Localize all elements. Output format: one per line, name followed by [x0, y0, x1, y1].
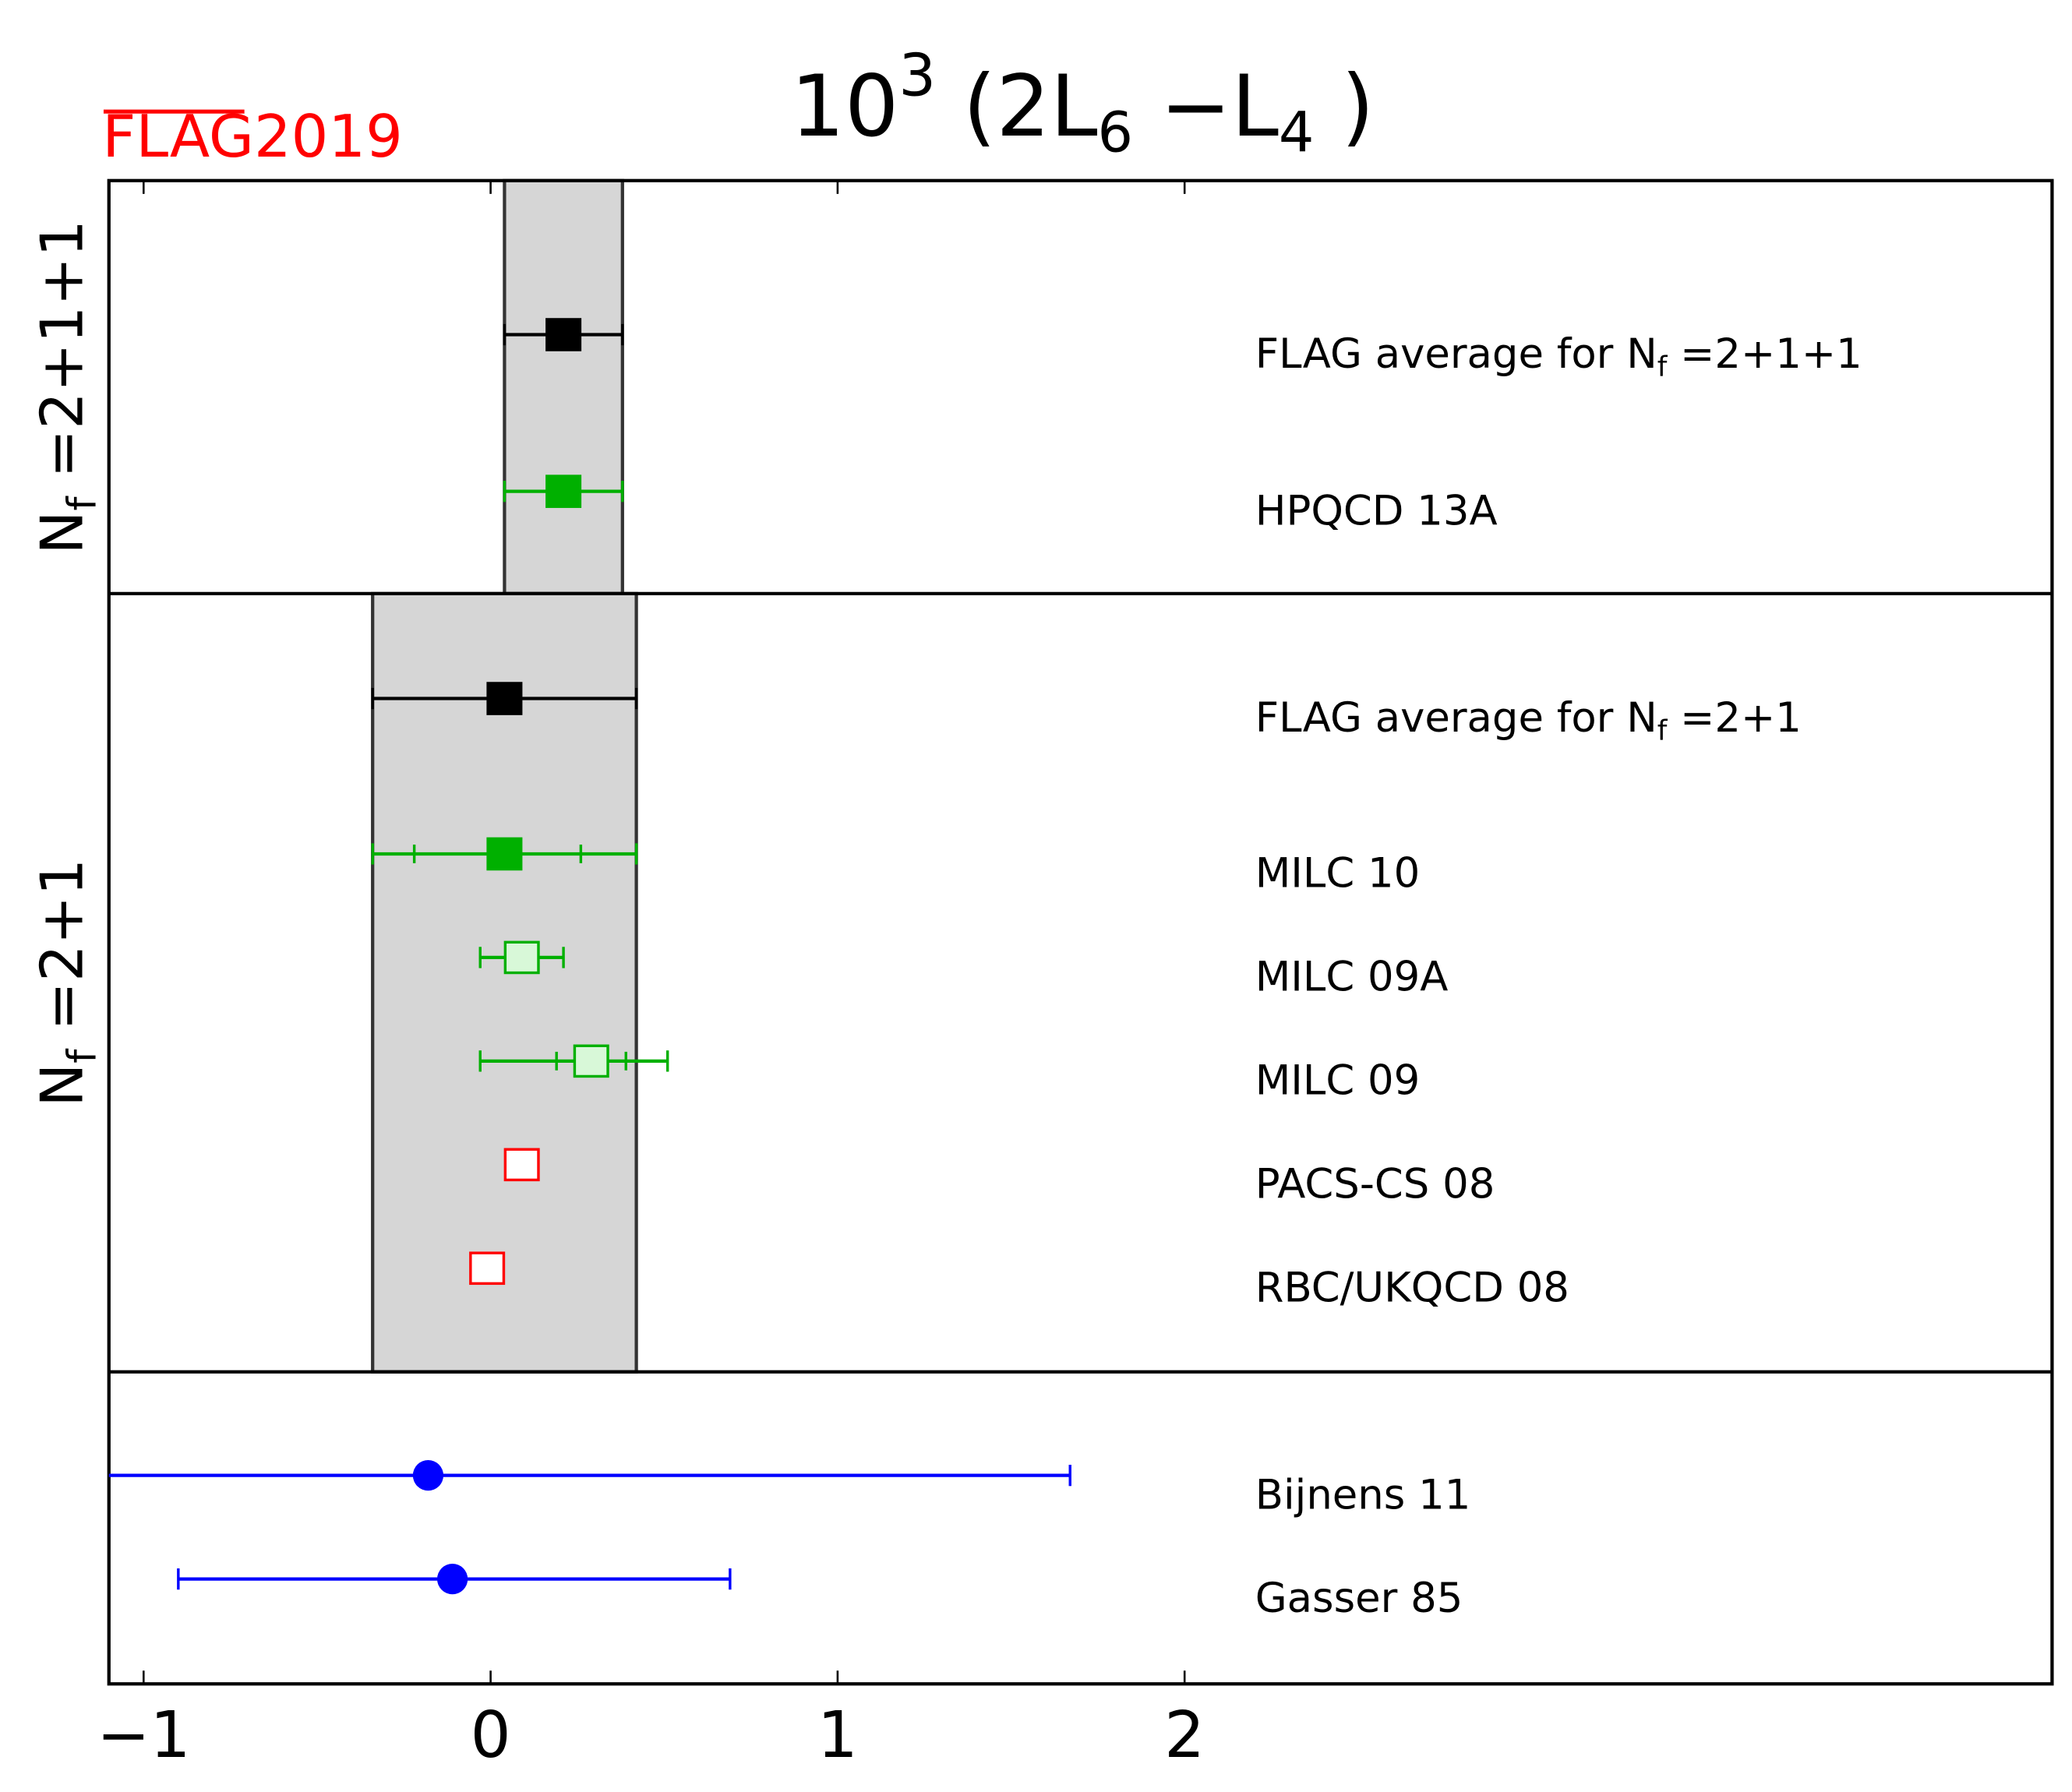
average-band	[371, 591, 638, 1374]
data-point-group	[503, 474, 624, 508]
data-point	[437, 1564, 468, 1595]
series-label: HPQCD 13A	[1255, 487, 1498, 534]
data-point	[469, 1251, 506, 1286]
data-point	[486, 837, 523, 871]
data-point	[573, 1044, 609, 1078]
series-label: MILC 09A	[1255, 954, 1449, 1001]
data-point	[545, 474, 582, 508]
data-point-group	[371, 682, 638, 715]
x-tick-label: 2	[1164, 1699, 1205, 1773]
x-tick-label: 0	[471, 1699, 511, 1773]
data-point-group	[371, 837, 638, 871]
data-point-group	[469, 1251, 506, 1286]
x-tick-label: 1	[817, 1699, 858, 1773]
chart-title: 103 (2L6 −L4 )	[791, 41, 1375, 165]
series-label: MILC 10	[1255, 850, 1421, 898]
data-point-group	[503, 1148, 540, 1182]
series-label: MILC 09	[1255, 1057, 1421, 1104]
logo-flag: FLAG	[102, 102, 254, 171]
logo-year: 2019	[254, 102, 403, 171]
svg-text:FLAG2019: FLAG2019	[102, 102, 403, 171]
series-label: PACS-CS 08	[1255, 1160, 1495, 1208]
series-label: FLAG average for Nf =2+1	[1255, 694, 1802, 746]
data-point	[503, 940, 540, 975]
group-label: Nf =2+1+1	[28, 220, 106, 555]
flag-logo: FLAG2019	[102, 102, 403, 171]
plot-frame	[107, 178, 2054, 1686]
series-label: Gasser 85	[1255, 1575, 1463, 1622]
data-point	[486, 682, 523, 715]
x-tick-label: −1	[97, 1699, 191, 1773]
data-point-group	[503, 318, 624, 351]
average-band	[503, 178, 624, 596]
data-point-group	[108, 1460, 1071, 1491]
series-label: FLAG average for Nf =2+1+1	[1255, 330, 1862, 383]
data-point-group	[177, 1564, 732, 1595]
data-point-group	[478, 940, 565, 975]
data-point	[412, 1460, 444, 1491]
data-point	[503, 1148, 540, 1182]
series-label: RBC/UKQCD 08	[1255, 1264, 1569, 1311]
group-label: Nf =2+1	[28, 859, 106, 1107]
data-point	[545, 318, 582, 351]
series-label: Bijnens 11	[1255, 1471, 1471, 1519]
data-point-group	[478, 1044, 669, 1078]
